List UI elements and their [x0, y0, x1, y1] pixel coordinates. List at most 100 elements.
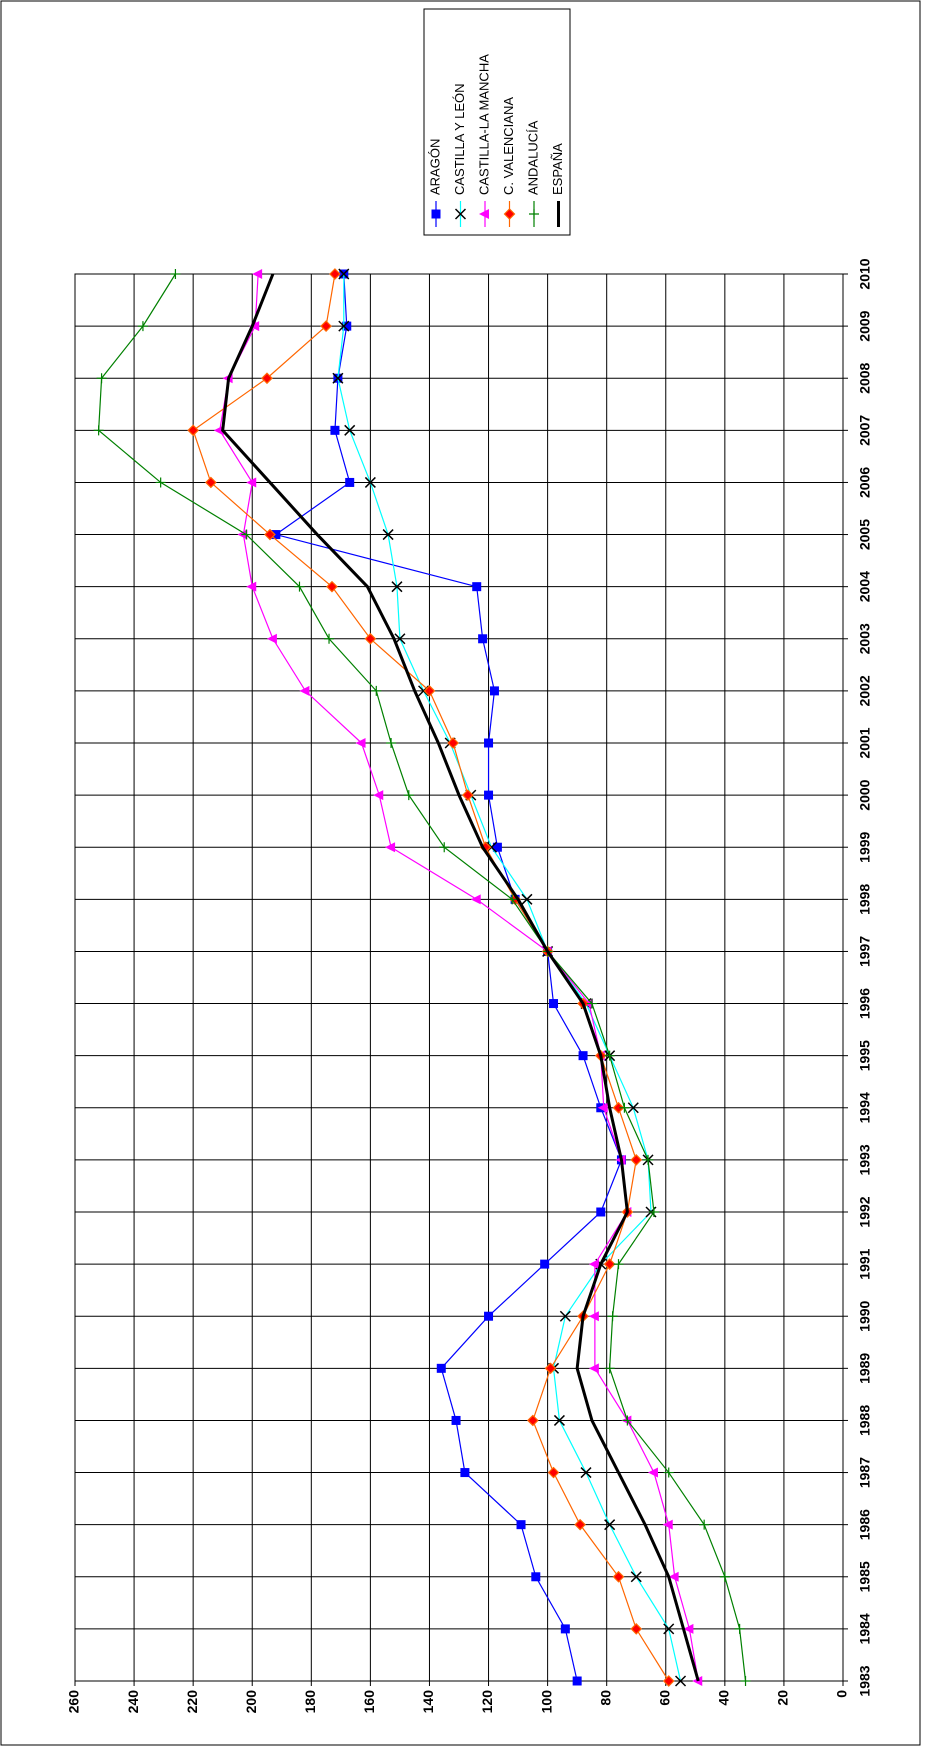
marker — [597, 1102, 608, 1113]
marker — [648, 1207, 659, 1217]
marker — [264, 528, 276, 541]
marker — [246, 477, 257, 488]
x-tick-label: 1993 — [857, 1144, 873, 1175]
marker — [630, 1623, 643, 1635]
marker — [261, 372, 273, 385]
legend-label: ARAGÓN — [427, 139, 442, 195]
x-tick-label: 1983 — [857, 1665, 873, 1696]
marker — [294, 581, 305, 592]
marker — [249, 321, 260, 332]
legend-label: CASTILLA Y LEÓN — [452, 83, 467, 195]
rotated-plot: 0 20 40 60 80 100 120 140 160 180 200 220 240 260 1983… — [66, 8, 873, 1714]
y-tick-label: 100 — [538, 1690, 554, 1714]
x-tick-label: 1989 — [857, 1353, 873, 1384]
marker — [492, 842, 502, 852]
marker — [580, 1467, 592, 1479]
marker — [332, 372, 344, 384]
marker — [478, 634, 488, 644]
marker — [246, 581, 257, 592]
marker — [418, 685, 430, 697]
y-tick-label: 220 — [184, 1690, 200, 1714]
marker — [560, 1624, 570, 1634]
series-line — [98, 273, 747, 1682]
x-tick-label: 2005 — [857, 519, 873, 550]
x-tick-label: 1987 — [857, 1457, 873, 1488]
marker — [342, 321, 352, 331]
marker — [612, 1570, 625, 1583]
marker — [572, 1676, 582, 1686]
x-tick-label: 2009 — [857, 310, 873, 341]
x-tick-label: 1985 — [857, 1561, 873, 1592]
marker — [338, 268, 350, 280]
y-tick-label: 20 — [775, 1690, 791, 1706]
marker — [320, 320, 332, 332]
marker — [330, 425, 340, 435]
marker — [403, 790, 414, 801]
marker — [503, 208, 516, 220]
marker — [647, 1467, 658, 1478]
x-tick-label: 2006 — [857, 467, 873, 498]
marker — [431, 209, 441, 219]
legend-label: C. VALENCIANA — [501, 97, 516, 195]
marker — [507, 894, 518, 905]
marker — [619, 1102, 630, 1113]
marker — [470, 894, 481, 905]
x-tick-label: 2001 — [857, 727, 873, 758]
x-tick-label: 2007 — [857, 415, 873, 446]
marker — [386, 738, 397, 748]
x-tick-label: 2000 — [857, 779, 873, 810]
legend-label: ESPAÑA — [550, 143, 565, 195]
marker — [662, 1675, 675, 1687]
marker — [549, 999, 559, 1009]
x-tick-label: 1995 — [857, 1040, 873, 1071]
marker — [454, 208, 467, 220]
marker — [137, 321, 148, 332]
series-line — [274, 273, 623, 1682]
y-tick-label: 120 — [479, 1690, 495, 1714]
marker — [578, 1051, 588, 1061]
marker — [155, 477, 166, 488]
marker — [675, 1675, 687, 1687]
marker — [719, 1571, 730, 1582]
y-tick-label: 160 — [361, 1690, 377, 1714]
marker — [489, 686, 499, 696]
marker — [630, 1154, 643, 1166]
legend-label: ANDALUCÍA — [525, 120, 540, 195]
marker — [385, 842, 396, 853]
marker — [734, 1623, 745, 1634]
marker — [663, 1623, 675, 1635]
y-tick-label: 40 — [716, 1690, 732, 1706]
marker — [588, 1311, 599, 1322]
marker — [604, 1519, 616, 1531]
marker — [604, 1050, 615, 1061]
marker — [439, 842, 450, 853]
y-tick-label: 140 — [420, 1690, 436, 1714]
y-tick-label: 80 — [597, 1690, 613, 1706]
y-tick-label: 260 — [66, 1690, 82, 1714]
marker — [574, 1518, 586, 1531]
marker — [344, 424, 356, 436]
x-tick-label: 1988 — [857, 1405, 873, 1436]
marker — [740, 1676, 751, 1686]
x-tick-label: 1996 — [857, 988, 873, 1019]
x-tick-label: 1998 — [857, 884, 873, 915]
marker — [588, 1363, 599, 1374]
plot-area — [74, 273, 844, 1682]
marker — [484, 1311, 494, 1321]
x-tick-label: 1992 — [857, 1196, 873, 1227]
marker — [529, 209, 539, 219]
marker — [531, 1572, 541, 1582]
marker — [462, 789, 474, 801]
marker — [516, 1520, 526, 1530]
marker — [662, 1519, 673, 1530]
x-tick-label: 2003 — [857, 623, 873, 654]
marker — [241, 529, 252, 540]
marker — [364, 476, 376, 488]
marker — [373, 790, 384, 801]
marker — [630, 1571, 642, 1583]
marker — [451, 1415, 461, 1425]
marker — [484, 790, 494, 800]
marker — [382, 529, 394, 541]
marker — [622, 1415, 633, 1426]
